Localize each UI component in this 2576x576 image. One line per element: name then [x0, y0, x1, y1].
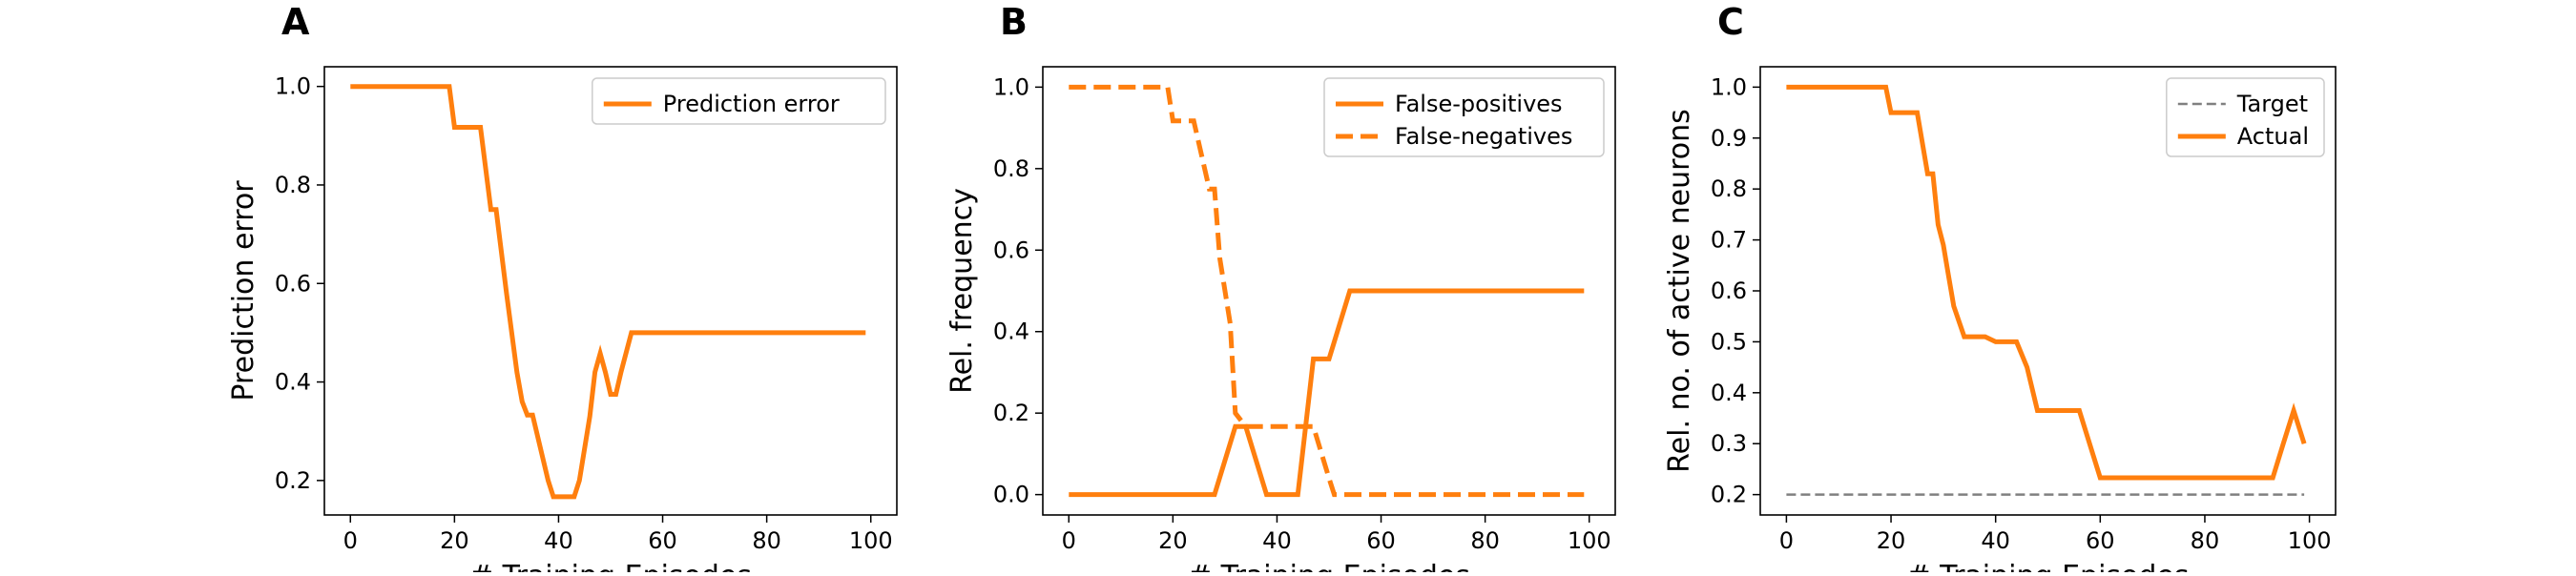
x-tick-label: 40 — [544, 527, 573, 554]
y-tick-label: 0.3 — [1711, 430, 1747, 457]
y-tick-label: 0.2 — [1711, 482, 1747, 508]
y-tick-label: 0.7 — [1711, 227, 1747, 254]
y-tick-label: 0.4 — [275, 369, 311, 396]
x-tick-label: 60 — [1366, 527, 1396, 554]
y-tick-label: 0.4 — [1711, 380, 1747, 406]
x-tick-label: 60 — [648, 527, 677, 554]
y-axis-label: Prediction error — [227, 180, 260, 401]
y-tick-label: 0.4 — [993, 319, 1029, 345]
y-tick-label: 1.0 — [993, 73, 1029, 100]
x-tick-label: 60 — [2086, 527, 2115, 554]
axes-frame — [1042, 66, 1616, 516]
x-tick-label: 40 — [1981, 527, 2010, 554]
panel-letter: B — [1000, 1, 1028, 43]
panel-c: C 0 20 40 60 80 100 0.2 0.3 0.4 0.5 0.6 0.7 0.8 0.9 1.0… — [1663, 1, 2337, 576]
x-axis-label: # Training Episodes — [1188, 560, 1470, 572]
x-tick-label: 80 — [2191, 527, 2220, 554]
x-tick-label: 0 — [343, 527, 358, 554]
x-tick-label: 0 — [1062, 527, 1076, 554]
x-tick-label: 20 — [1158, 527, 1188, 554]
y-tick-label: 1.0 — [275, 73, 311, 100]
x-tick-label: 80 — [1470, 527, 1500, 554]
series-line-0 — [1069, 288, 1585, 498]
y-tick-label: 0.8 — [993, 155, 1029, 182]
x-tick-label: 20 — [440, 527, 469, 554]
y-tick-label: 0.6 — [993, 237, 1029, 263]
x-axis-label: # Training Episodes — [1906, 560, 2189, 572]
x-tick-label: 40 — [1262, 527, 1292, 554]
legend-box — [592, 77, 886, 125]
legend-label: Target — [2236, 91, 2308, 117]
series-line-1 — [1786, 84, 2307, 481]
y-tick-label: 0.6 — [1711, 278, 1747, 304]
panel-letter: A — [281, 1, 310, 43]
y-tick-label: 0.2 — [993, 400, 1029, 426]
legend: Prediction error — [592, 77, 886, 125]
y-tick-label: 0.8 — [1711, 175, 1747, 202]
legend: Target Actual — [2166, 77, 2325, 157]
x-tick-label: 100 — [1568, 527, 1611, 554]
x-tick-label: 100 — [849, 527, 893, 554]
y-tick-label: 0.9 — [1711, 125, 1747, 152]
panel-b: B 0 20 40 60 80 100 0.0 0.2 0.4 0.6 0.8 1.0 # Trainin… — [945, 1, 1616, 576]
panel-letter: C — [1717, 1, 1744, 43]
y-tick-label: 0.5 — [1711, 328, 1747, 355]
legend-box — [1323, 77, 1605, 157]
legend: False-positives False-negatives — [1323, 77, 1605, 157]
y-tick-label: 0.0 — [993, 482, 1029, 508]
x-tick-label: 0 — [1779, 527, 1794, 554]
series-line-0 — [350, 84, 866, 500]
series-line-1 — [1069, 84, 1585, 498]
legend-label: Actual — [2237, 123, 2309, 150]
x-tick-label: 80 — [752, 527, 781, 554]
x-tick-label: 100 — [2288, 527, 2332, 554]
y-tick-label: 0.8 — [275, 172, 311, 198]
x-tick-label: 20 — [1877, 527, 1906, 554]
y-tick-label: 1.0 — [1711, 73, 1747, 100]
legend-label: False-positives — [1395, 91, 1563, 117]
panel-a: A 0 20 40 60 80 100 0.2 0.4 0.6 0.8 1.0 # Training E… — [227, 1, 898, 576]
y-tick-label: 0.2 — [275, 467, 311, 494]
axes-frame — [323, 66, 898, 516]
y-axis-label: Rel. frequency — [945, 188, 979, 394]
legend-label: False-negatives — [1395, 123, 1572, 150]
x-axis-label: # Training Episodes — [469, 560, 752, 572]
y-tick-label: 0.6 — [275, 270, 311, 297]
y-axis-label: Rel. no. of active neurons — [1663, 109, 1696, 473]
legend-label: Prediction error — [663, 91, 840, 117]
